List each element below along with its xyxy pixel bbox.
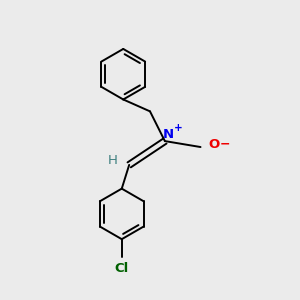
Text: Cl: Cl	[115, 262, 129, 275]
Text: N: N	[163, 128, 174, 141]
Text: −: −	[220, 138, 230, 151]
Text: O: O	[208, 138, 220, 151]
Text: +: +	[174, 123, 183, 133]
Text: H: H	[108, 154, 118, 167]
